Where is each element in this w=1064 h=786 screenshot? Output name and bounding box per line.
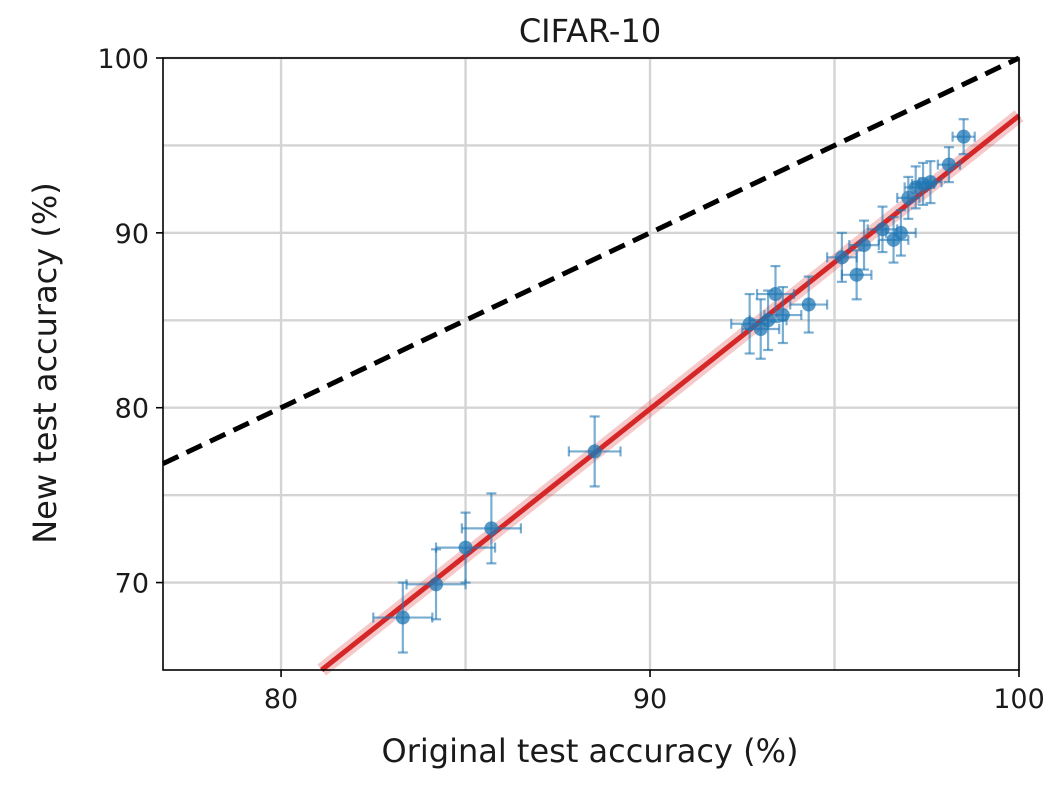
y-tick-label: 70 [115, 569, 149, 600]
data-point [748, 289, 788, 352]
data-point [918, 160, 943, 205]
data-point [763, 285, 803, 345]
data-point [789, 275, 829, 334]
y-tick-label: 90 [115, 219, 149, 250]
y-tick-label: 80 [115, 394, 149, 425]
point-marker [768, 287, 783, 302]
point-marker [857, 238, 872, 253]
data-point [755, 264, 796, 324]
y-tick-label: 100 [97, 44, 149, 75]
point-marker [941, 157, 956, 172]
data-point [866, 205, 899, 254]
data-point [877, 216, 910, 264]
data-point [848, 219, 880, 271]
point-marker [901, 190, 916, 205]
data-point [434, 511, 497, 584]
point-marker [875, 222, 890, 237]
data-point [405, 548, 467, 621]
y-axis-title: New test accuracy (%) [26, 182, 64, 544]
point-marker [956, 129, 971, 144]
point-marker [395, 610, 410, 625]
point-marker [923, 175, 938, 190]
x-tick-label: 100 [993, 684, 1045, 715]
plot-frame [162, 57, 1020, 671]
point-marker [834, 250, 849, 265]
data-point [936, 146, 962, 184]
x-axis-ticks: 80 90 100 [264, 670, 1045, 715]
y-axis-ticks: 70 80 90 100 [97, 44, 163, 600]
data-point [885, 209, 917, 257]
data-point [840, 249, 873, 301]
data-point [567, 415, 622, 488]
point-marker [458, 540, 473, 555]
data-point [372, 581, 434, 654]
data-point [896, 175, 921, 220]
point-marker [775, 308, 790, 323]
point-marker [587, 444, 602, 459]
point-marker [849, 267, 864, 282]
point-marker [801, 297, 816, 312]
point-marker [484, 521, 499, 536]
reference-line-layer [161, 55, 1021, 466]
reference-line [161, 55, 1021, 466]
data-point [951, 118, 976, 156]
point-marker [429, 577, 444, 592]
data-point [460, 492, 522, 565]
x-tick-label: 80 [264, 684, 298, 715]
grid [163, 56, 1021, 670]
x-tick-label: 90 [633, 684, 667, 715]
data-point [826, 231, 858, 283]
x-axis-title: Original test accuracy (%) [382, 732, 799, 770]
data-points-layer [372, 118, 976, 654]
chart-title: CIFAR-10 [519, 12, 661, 50]
point-marker [893, 225, 908, 240]
